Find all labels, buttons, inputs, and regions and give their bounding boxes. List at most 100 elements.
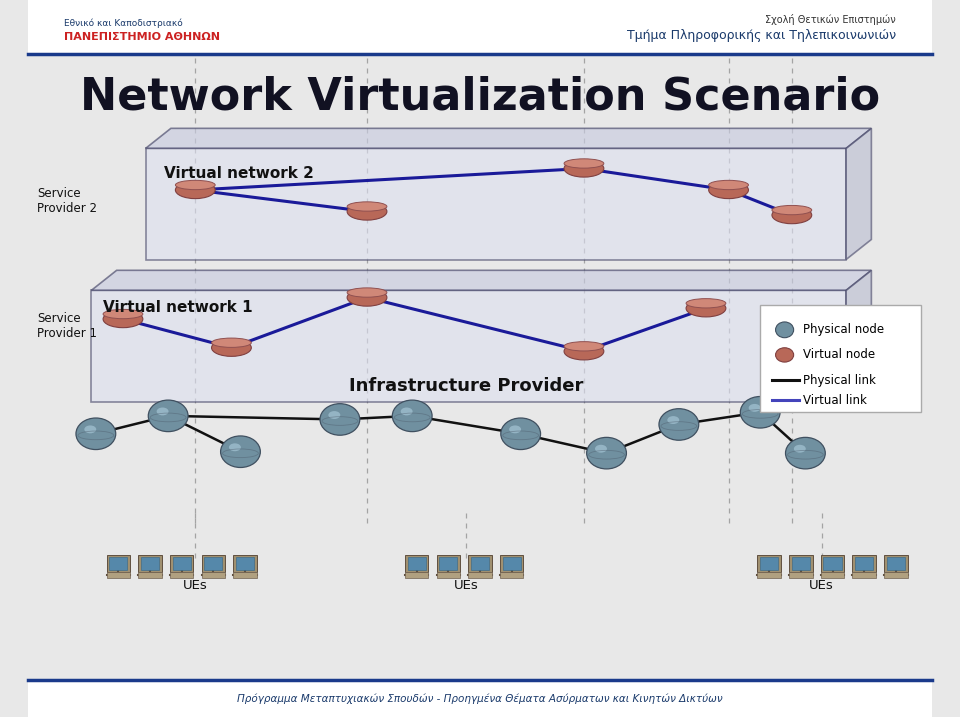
FancyBboxPatch shape <box>468 555 492 572</box>
FancyBboxPatch shape <box>760 557 779 570</box>
FancyBboxPatch shape <box>408 557 426 570</box>
FancyBboxPatch shape <box>757 555 781 572</box>
Polygon shape <box>846 270 872 402</box>
Text: Service
Provider 1: Service Provider 1 <box>37 312 97 341</box>
Ellipse shape <box>564 159 604 168</box>
Ellipse shape <box>84 425 96 433</box>
FancyBboxPatch shape <box>884 555 907 572</box>
Text: Virtual link: Virtual link <box>803 394 867 407</box>
Text: UEs: UEs <box>454 579 479 592</box>
Text: Infrastructure Provider: Infrastructure Provider <box>348 376 584 395</box>
Text: Virtual node: Virtual node <box>803 348 875 361</box>
Text: Εθνικό και Καποδιστριακό: Εθνικό και Καποδιστριακό <box>64 18 183 28</box>
Ellipse shape <box>156 407 169 415</box>
Text: Service
Provider 2: Service Provider 2 <box>37 186 97 215</box>
Text: Τμήμα Πληροφορικής και Τηλεπικοινωνιών: Τμήμα Πληροφορικής και Τηλεπικοινωνιών <box>627 29 896 42</box>
Ellipse shape <box>509 425 521 433</box>
FancyBboxPatch shape <box>437 572 460 578</box>
Ellipse shape <box>176 181 215 199</box>
FancyBboxPatch shape <box>28 0 932 54</box>
Circle shape <box>393 400 432 432</box>
Polygon shape <box>846 128 872 260</box>
FancyBboxPatch shape <box>204 557 223 570</box>
Ellipse shape <box>564 341 604 351</box>
Polygon shape <box>146 128 872 148</box>
Ellipse shape <box>348 203 387 220</box>
Ellipse shape <box>776 348 794 362</box>
FancyBboxPatch shape <box>821 572 844 578</box>
FancyBboxPatch shape <box>405 555 428 572</box>
Ellipse shape <box>772 205 812 215</box>
Circle shape <box>740 397 780 428</box>
FancyBboxPatch shape <box>170 555 194 572</box>
Ellipse shape <box>776 322 794 338</box>
FancyBboxPatch shape <box>789 572 812 578</box>
FancyBboxPatch shape <box>138 555 162 572</box>
Ellipse shape <box>564 343 604 360</box>
Circle shape <box>587 437 627 469</box>
Ellipse shape <box>686 299 726 308</box>
Polygon shape <box>91 290 846 402</box>
Ellipse shape <box>708 181 749 199</box>
Ellipse shape <box>176 181 215 189</box>
Ellipse shape <box>794 445 805 452</box>
FancyBboxPatch shape <box>202 555 225 572</box>
Ellipse shape <box>211 338 252 348</box>
FancyBboxPatch shape <box>503 557 520 570</box>
FancyBboxPatch shape <box>233 555 256 572</box>
FancyBboxPatch shape <box>440 557 457 570</box>
FancyBboxPatch shape <box>236 557 254 570</box>
FancyBboxPatch shape <box>500 572 523 578</box>
Ellipse shape <box>228 443 241 451</box>
FancyBboxPatch shape <box>468 572 492 578</box>
Ellipse shape <box>103 310 143 328</box>
Text: Πρόγραμμα Μεταπτυχιακών Σπουδών - Προηγμένα Θέματα Ασύρματων και Κινητών Δικτύων: Πρόγραμμα Μεταπτυχιακών Σπουδών - Προηγμ… <box>237 693 723 703</box>
FancyBboxPatch shape <box>884 572 907 578</box>
FancyBboxPatch shape <box>202 572 225 578</box>
Circle shape <box>659 409 699 440</box>
Ellipse shape <box>564 160 604 177</box>
Text: UEs: UEs <box>183 579 207 592</box>
FancyBboxPatch shape <box>852 555 876 572</box>
Text: Virtual network 1: Virtual network 1 <box>103 300 252 315</box>
Ellipse shape <box>211 339 252 356</box>
Text: Physical node: Physical node <box>803 323 884 336</box>
FancyBboxPatch shape <box>173 557 191 570</box>
FancyBboxPatch shape <box>107 555 131 572</box>
Text: Σχολή Θετικών Επιστημών: Σχολή Θετικών Επιστημών <box>765 14 896 25</box>
FancyBboxPatch shape <box>760 305 921 412</box>
Ellipse shape <box>749 404 760 412</box>
Polygon shape <box>91 270 872 290</box>
Ellipse shape <box>667 416 680 424</box>
Ellipse shape <box>686 300 726 317</box>
FancyBboxPatch shape <box>170 572 194 578</box>
FancyBboxPatch shape <box>887 557 905 570</box>
Text: Physical link: Physical link <box>803 374 876 386</box>
FancyBboxPatch shape <box>824 557 842 570</box>
FancyBboxPatch shape <box>405 572 428 578</box>
Ellipse shape <box>772 206 812 224</box>
FancyBboxPatch shape <box>855 557 874 570</box>
FancyBboxPatch shape <box>233 572 256 578</box>
Ellipse shape <box>348 289 387 306</box>
FancyBboxPatch shape <box>789 555 812 572</box>
Ellipse shape <box>328 411 340 419</box>
FancyBboxPatch shape <box>138 572 162 578</box>
FancyBboxPatch shape <box>757 572 781 578</box>
Ellipse shape <box>348 288 387 298</box>
Ellipse shape <box>595 445 607 452</box>
FancyBboxPatch shape <box>471 557 489 570</box>
Ellipse shape <box>103 309 143 318</box>
FancyBboxPatch shape <box>28 680 932 717</box>
FancyBboxPatch shape <box>437 555 460 572</box>
Circle shape <box>320 404 360 435</box>
Ellipse shape <box>708 181 749 189</box>
FancyBboxPatch shape <box>821 555 844 572</box>
FancyBboxPatch shape <box>500 555 523 572</box>
Circle shape <box>501 418 540 450</box>
FancyBboxPatch shape <box>792 557 810 570</box>
Circle shape <box>148 400 188 432</box>
Text: ΠΑΝΕΠΙΣΤΗΜΙΟ ΑΘΗΝΩΝ: ΠΑΝΕΠΙΣΤΗΜΙΟ ΑΘΗΝΩΝ <box>64 32 220 42</box>
FancyBboxPatch shape <box>109 557 128 570</box>
Polygon shape <box>146 148 846 260</box>
